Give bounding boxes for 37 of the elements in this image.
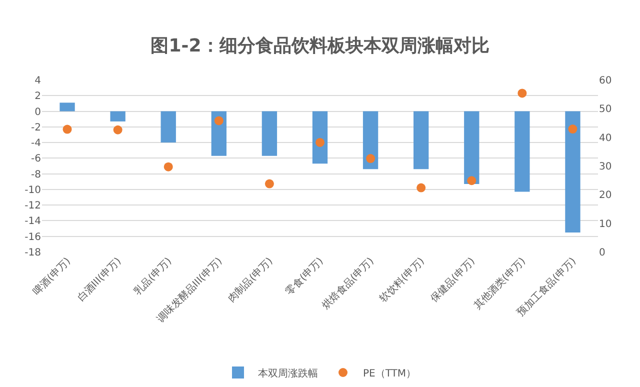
point: [113, 125, 122, 134]
legend-label: PE（TTM）: [363, 368, 416, 380]
y-tick-label: -12: [24, 200, 41, 212]
y2-tick-label: 60: [599, 76, 612, 86]
point: [62, 124, 72, 134]
y-tick-label: 4: [34, 76, 41, 86]
y-tick-label: 0: [34, 106, 41, 118]
x-tick-label: 肉制品(申万): [226, 255, 276, 305]
y-tick-label: -8: [31, 169, 41, 180]
point: [416, 183, 426, 192]
point: [366, 154, 376, 164]
x-tick-label: 软饮料(申万): [377, 255, 427, 305]
x-tick-label: 乳品(申万): [132, 255, 174, 298]
legend-label: 本双周涨跌幅: [258, 367, 318, 380]
point: [164, 162, 173, 172]
y-tick-label: -10: [24, 184, 41, 196]
y2-tick-label: 40: [599, 132, 612, 144]
y-tick-label: -14: [24, 216, 41, 228]
x-tick-label: 白酒III(申万): [74, 255, 124, 304]
y-tick-label: -6: [31, 154, 41, 165]
point: [518, 88, 527, 98]
y2-tick-label: 50: [599, 104, 612, 116]
chart-title: 图1-2：细分食品饮料板块本双周涨幅对比: [150, 35, 490, 56]
y2-tick-label: 30: [599, 162, 612, 172]
point: [568, 124, 578, 134]
y2-tick-label: 20: [599, 190, 612, 202]
point: [214, 116, 224, 126]
y2-tick-label: 0: [599, 248, 606, 258]
y-tick-label: 2: [34, 91, 41, 102]
point: [467, 176, 476, 186]
x-tick-label: 零食(申万): [283, 255, 326, 298]
y-tick-label: -2: [31, 122, 41, 134]
y2-tick-label: 10: [599, 218, 612, 230]
y-tick-label: -16: [24, 232, 41, 243]
point: [264, 179, 274, 188]
point: [316, 138, 324, 147]
y-tick-label: -4: [31, 138, 41, 150]
